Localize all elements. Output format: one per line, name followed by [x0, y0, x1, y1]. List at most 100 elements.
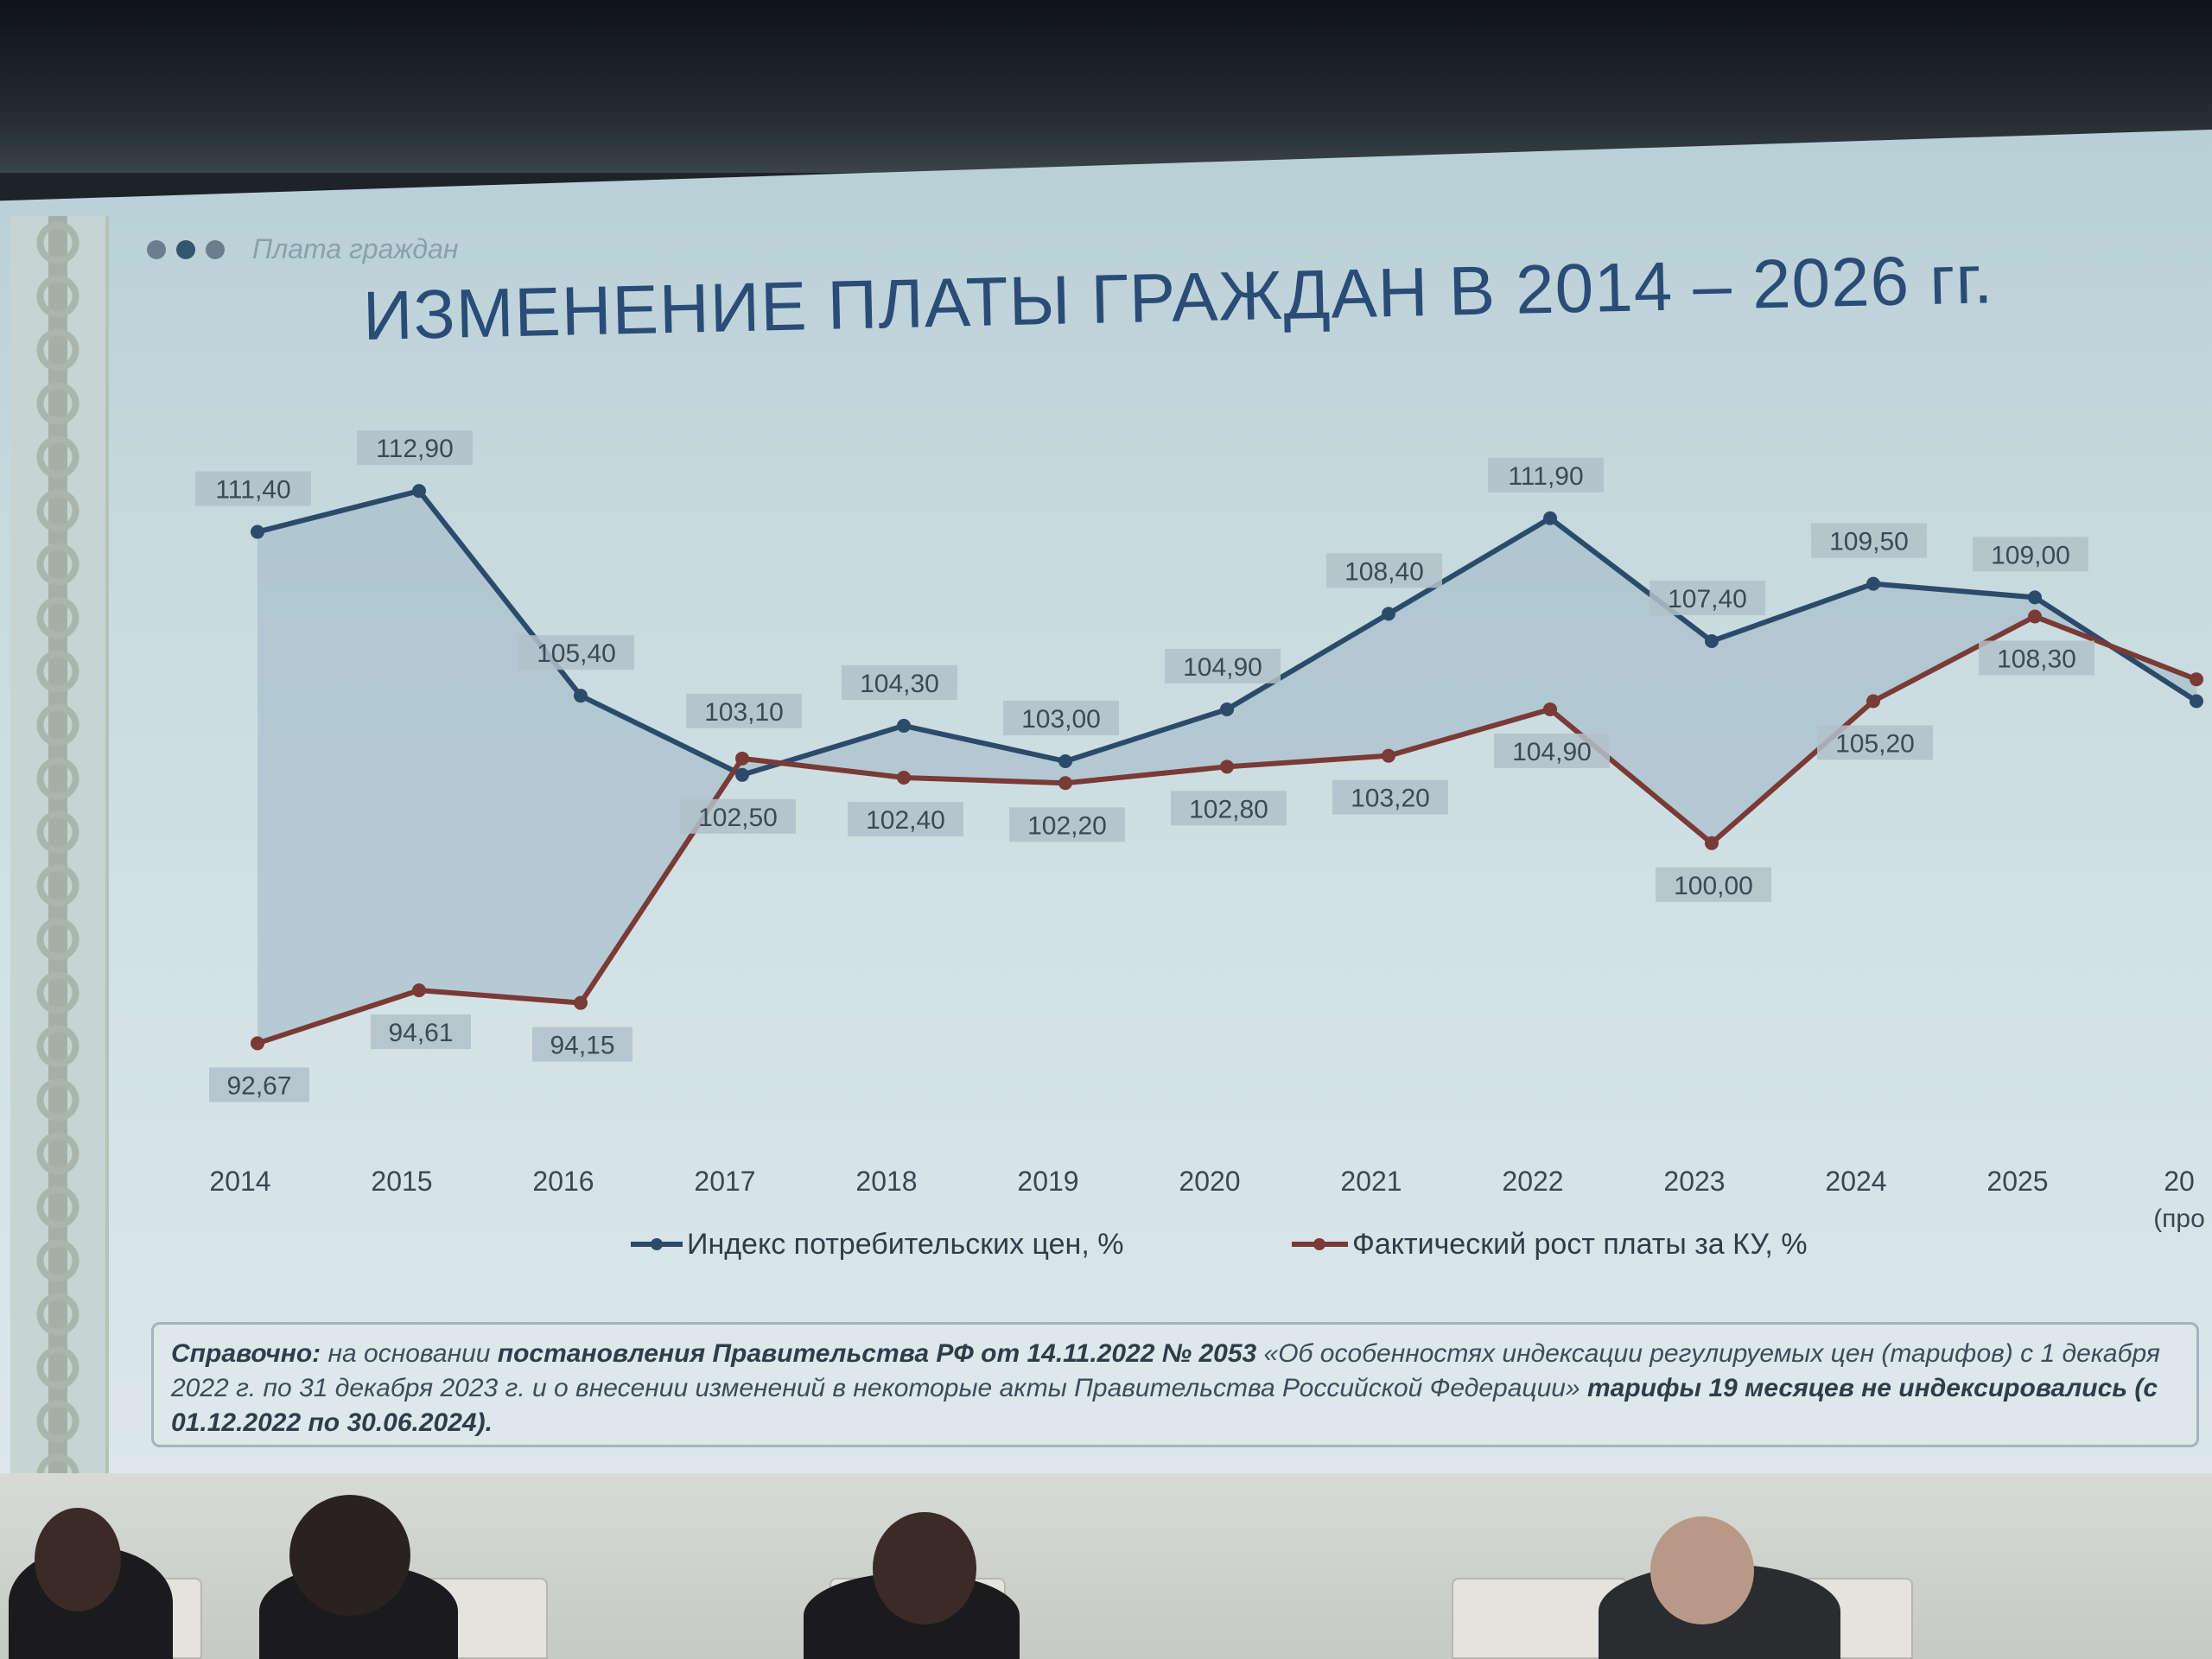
x-tick-label: 2021: [1340, 1166, 1402, 1197]
data-label-box: [1488, 457, 1604, 493]
data-point-cpi: [574, 689, 588, 703]
data-point-cpi: [412, 484, 426, 499]
x-axis-ticks: 2014 2015 2016 2017 2018 2019 2020 2021 2022 2023…: [209, 1166, 2204, 1233]
data-label-text: 111,90: [1508, 462, 1583, 491]
audience-row: [0, 1473, 2212, 1659]
data-label-text: 109,50: [1829, 528, 1909, 556]
person-head: [873, 1512, 976, 1624]
data-label-text: 108,40: [1344, 557, 1424, 586]
data-label-box: [686, 693, 802, 728]
data-label-text: 107,40: [1668, 585, 1747, 613]
data-point-cpi: [735, 767, 749, 782]
person-head: [35, 1508, 121, 1611]
data-labels: 111,40 112,90 105,40 102,50 104,30 103,00 104,…: [195, 430, 2094, 1103]
data-label-ku: 94,15: [532, 1027, 632, 1062]
x-tick-label: 2019: [1017, 1166, 1078, 1197]
x-tick-label: 2014: [209, 1166, 270, 1197]
data-point-cpi: [1058, 754, 1072, 768]
x-tick-label: 2022: [1502, 1166, 1563, 1197]
data-label-box: [1326, 553, 1442, 588]
reference-note: Справочно: на основании постановления Пр…: [151, 1322, 2199, 1447]
data-label-box: [1811, 523, 1927, 558]
data-label-ku: 102,40: [848, 801, 963, 836]
note-text-1: на основании: [321, 1339, 498, 1368]
data-label-ku: 94,61: [371, 1014, 471, 1050]
data-point-ku: [1058, 776, 1072, 791]
section-label: Плата граждан: [252, 233, 459, 264]
dot-icon: [176, 240, 195, 259]
data-label-box: [680, 798, 796, 834]
person-head: [1650, 1516, 1754, 1624]
x-tick-label: 2017: [694, 1166, 755, 1197]
note-lead: Справочно:: [171, 1339, 321, 1368]
data-label-box: [209, 1067, 309, 1103]
data-label-box: [518, 635, 634, 671]
data-label-box: [1009, 807, 1125, 842]
data-label-box: [1979, 640, 2094, 676]
data-point-ku: [1543, 702, 1557, 716]
data-label-cpi: 104,30: [842, 664, 957, 700]
data-label-ku: 102,80: [1171, 791, 1287, 826]
data-point-ku: [1382, 748, 1395, 763]
data-label-text: 103,00: [1021, 705, 1101, 734]
data-point-cpi: [1866, 576, 1880, 591]
data-label-cpi: 112,90: [357, 430, 473, 466]
data-label-text: 104,90: [1183, 653, 1262, 682]
data-label-box: [357, 430, 473, 466]
data-label-ku: 103,10: [686, 693, 802, 728]
data-label-ku: 102,20: [1009, 807, 1125, 842]
data-label-text: 92,67: [226, 1071, 291, 1100]
data-label-cpi: 108,40: [1326, 553, 1442, 588]
legend-marker-ku: [1313, 1238, 1325, 1250]
area-between-series: [257, 491, 2196, 1044]
data-label-text: 102,20: [1027, 811, 1107, 840]
data-label-text: 102,40: [866, 806, 945, 835]
data-point-ku: [251, 1036, 264, 1051]
data-label-box: [1171, 791, 1287, 826]
data-point-cpi: [2028, 590, 2042, 605]
data-label-box: [371, 1014, 471, 1050]
data-label-box: [1165, 648, 1281, 683]
data-label-box: [532, 1027, 632, 1062]
data-label-cpi: 107,40: [1649, 580, 1765, 615]
data-label-cpi: 109,00: [1973, 537, 2088, 572]
x-tick-label: 2015: [371, 1166, 432, 1197]
data-label-text: 105,40: [537, 639, 616, 668]
x-tick-sublabel: (про: [2153, 1205, 2205, 1233]
data-label-box: [1973, 537, 2088, 572]
data-label-box: [1649, 580, 1765, 615]
data-label-ku: 104,90: [1494, 733, 1610, 768]
data-label-text: 105,20: [1835, 729, 1915, 758]
person-head: [289, 1495, 410, 1616]
x-tick-label: 20: [2164, 1166, 2195, 1197]
slide-dots: [147, 240, 225, 259]
data-label-cpi: 111,40: [195, 471, 311, 506]
data-label-text: 103,20: [1351, 785, 1430, 813]
decorative-border: [10, 216, 109, 1473]
data-label-box: [1656, 867, 1771, 902]
data-point-cpi: [251, 524, 264, 539]
data-label-ku: 92,67: [209, 1067, 309, 1103]
data-label-text: 102,80: [1189, 795, 1268, 823]
data-points: [251, 484, 2203, 1051]
data-point-ku: [412, 983, 426, 998]
data-label-cpi: 111,90: [1488, 457, 1604, 493]
legend-marker-cpi: [651, 1238, 663, 1250]
data-label-text: 111,40: [215, 476, 290, 505]
data-label-cpi: 105,40: [518, 635, 634, 671]
data-point-cpi: [897, 718, 911, 733]
data-point-cpi: [1382, 607, 1395, 621]
note-decree: постановления Правительства РФ от 14.11.…: [497, 1339, 1257, 1368]
data-point-ku: [897, 770, 911, 785]
data-label-text: 112,90: [376, 435, 454, 463]
data-label-ku: 103,20: [1332, 779, 1448, 815]
x-tick-label: 2020: [1179, 1166, 1240, 1197]
data-label-box: [1332, 779, 1448, 815]
data-point-ku: [1705, 836, 1719, 850]
data-label-cpi: 109,50: [1811, 523, 1927, 558]
projection-screen: Плата граждан ИЗМЕНЕНИЕ ПЛАТЫ ГРАЖДАН В …: [0, 130, 2212, 1473]
data-point-cpi: [1220, 702, 1234, 716]
data-point-ku: [1220, 760, 1234, 774]
legend-label-cpi: Индекс потребительских цен, %: [687, 1228, 1123, 1261]
x-tick-label: 2025: [1986, 1166, 2048, 1197]
